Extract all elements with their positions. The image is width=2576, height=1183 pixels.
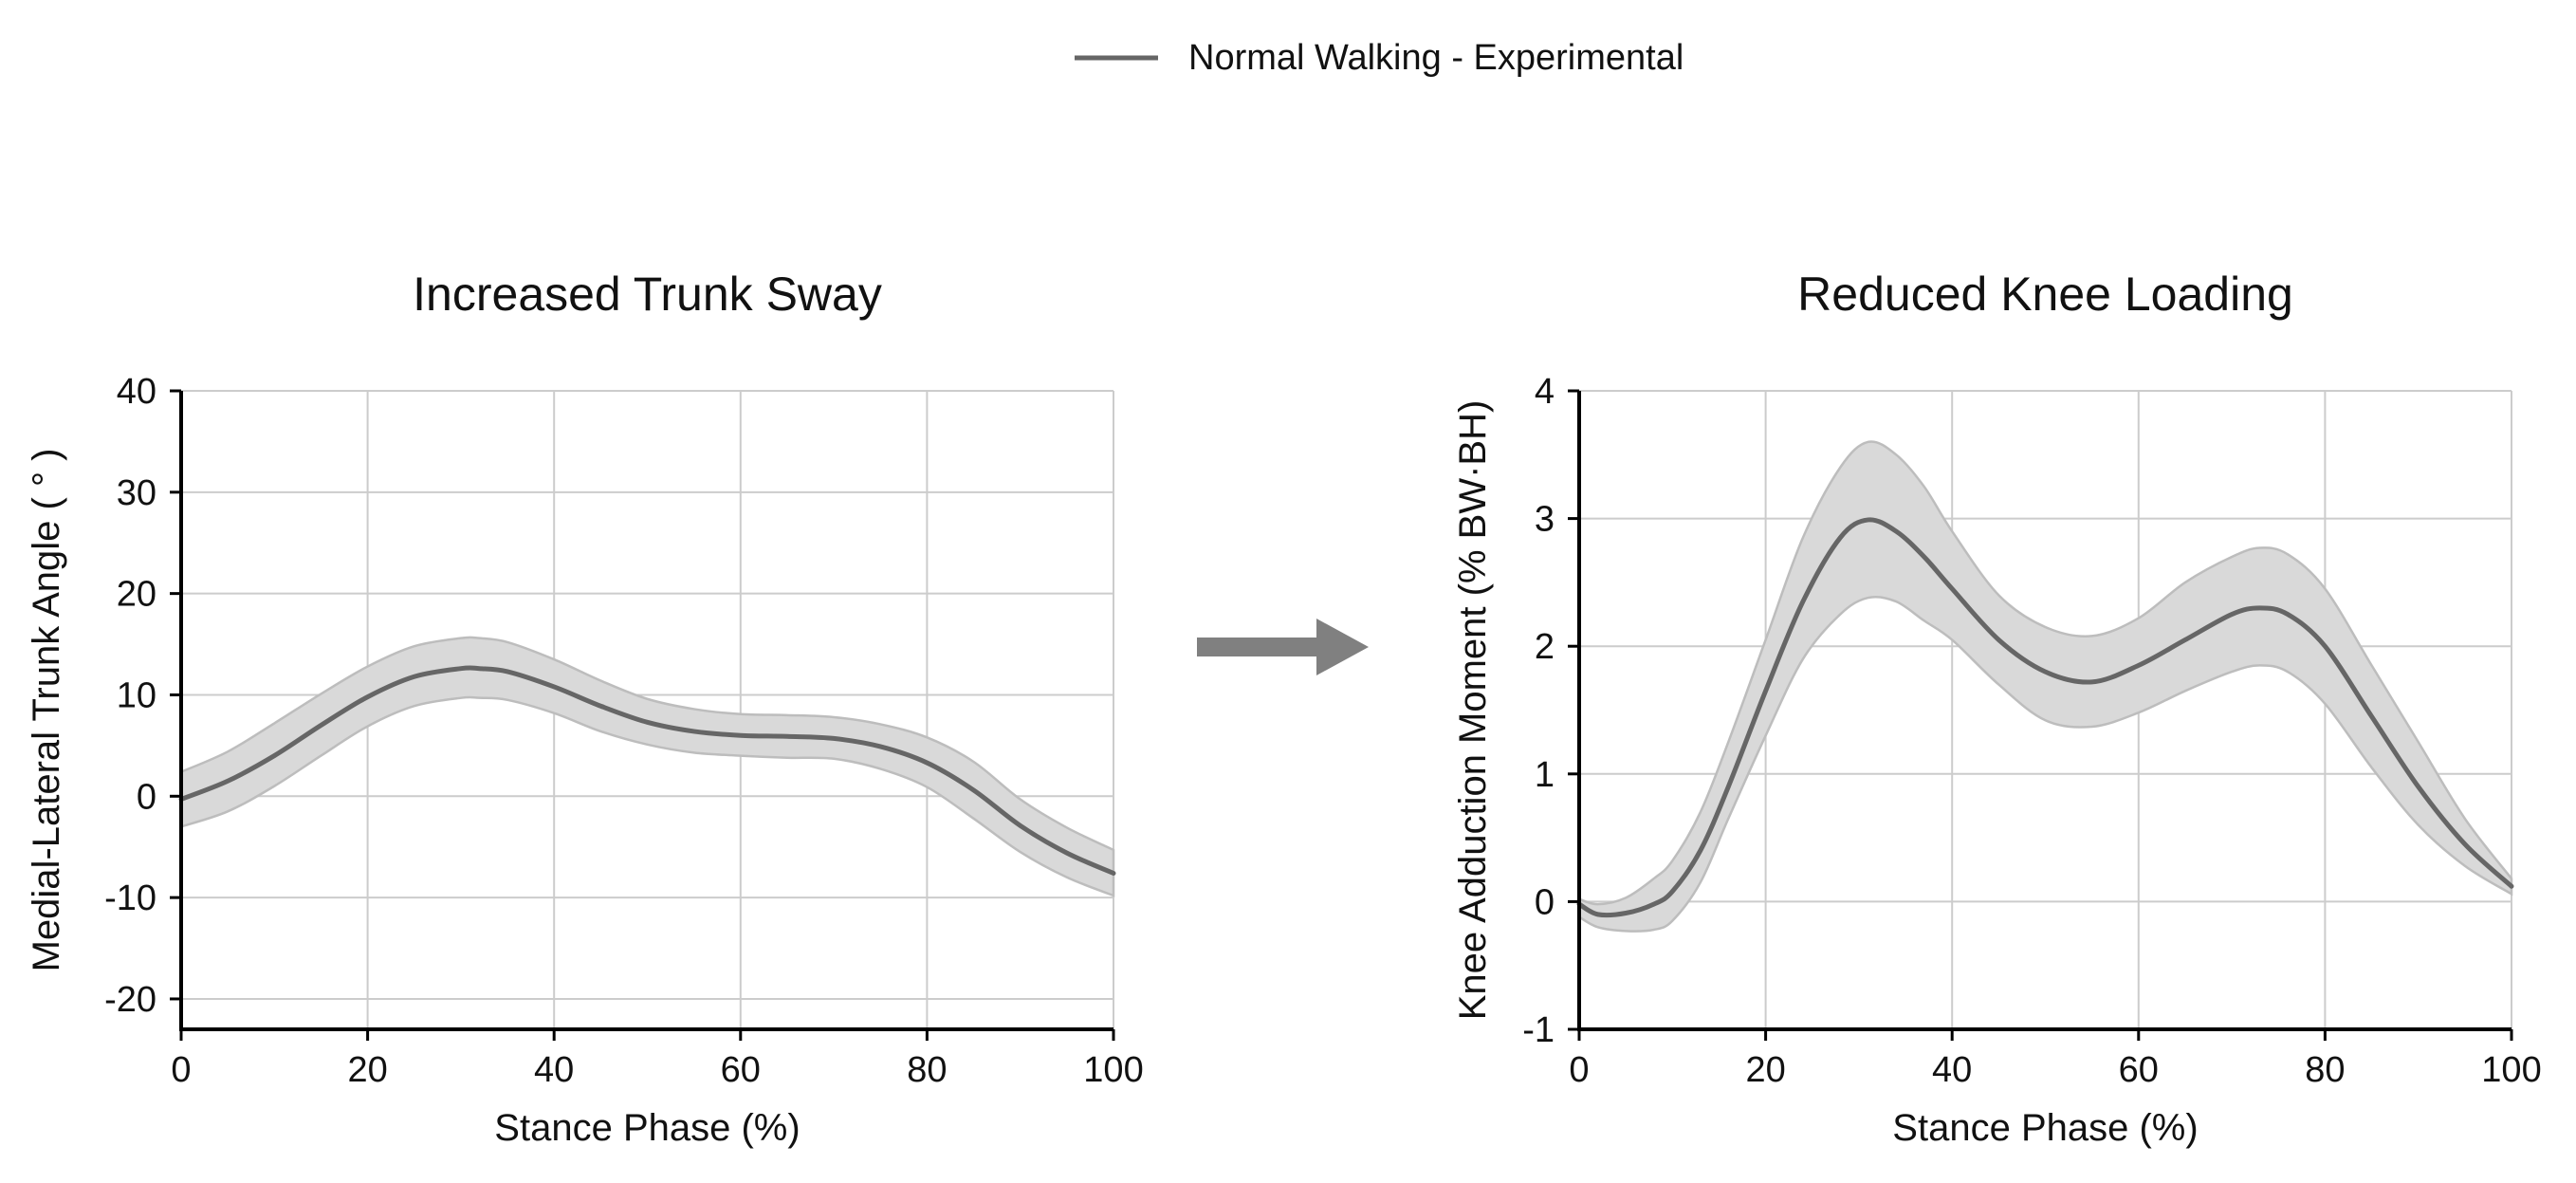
x-tick-label: 20 xyxy=(1745,1050,1785,1090)
arrow-head xyxy=(1316,619,1369,675)
chart-title: Reduced Knee Loading xyxy=(1797,268,2293,321)
x-tick-label: 0 xyxy=(171,1050,191,1090)
y-tick-label: 0 xyxy=(1535,882,1555,922)
x-tick-label: 0 xyxy=(1569,1050,1589,1090)
x-tick-label: 40 xyxy=(1932,1050,1972,1090)
y-tick-label: 4 xyxy=(1535,372,1555,412)
y-tick-label: 1 xyxy=(1535,755,1555,795)
x-tick-label: 60 xyxy=(721,1050,761,1090)
y-tick-label: 30 xyxy=(117,473,156,513)
y-axis-label: Medial-Lateral Trunk Angle ( ° ) xyxy=(26,449,67,972)
x-tick-label: 20 xyxy=(347,1050,387,1090)
y-tick-label: 20 xyxy=(117,575,156,615)
y-tick-label: 2 xyxy=(1535,627,1555,667)
y-tick-label: -20 xyxy=(104,980,156,1020)
x-tick-label: 80 xyxy=(907,1050,947,1090)
legend-label: Normal Walking - Experimental xyxy=(1188,38,1684,78)
series-line xyxy=(178,665,1116,876)
y-tick-label: -1 xyxy=(1522,1010,1555,1050)
y-tick-label: 40 xyxy=(117,372,156,412)
y-axis-label: Knee Adduction Moment (% BW·BH) xyxy=(1452,400,1494,1021)
x-tick-label: 100 xyxy=(2481,1050,2541,1090)
arrow-shaft xyxy=(1197,638,1318,656)
x-axis-label: Stance Phase (%) xyxy=(494,1107,800,1149)
x-tick-label: 60 xyxy=(2119,1050,2159,1090)
series-line xyxy=(1576,517,2514,918)
x-tick-label: 100 xyxy=(1083,1050,1143,1090)
confidence-band xyxy=(179,636,1115,897)
y-tick-label: 0 xyxy=(137,777,156,817)
trunk-angle-chart: Increased Trunk Sway 0 20 40 60 80 100 -20 -10 0 1… xyxy=(26,268,1144,1149)
confidence-band xyxy=(1577,440,2513,933)
y-tick-label: 3 xyxy=(1535,500,1555,540)
chart-title: Increased Trunk Sway xyxy=(413,268,882,321)
knee-moment-chart: Reduced Knee Loading 0 20 40 60 80 100 -1 0 1 2 3 4 S… xyxy=(1452,268,2542,1149)
legend: Normal Walking - Experimental xyxy=(1075,38,1684,78)
right-arrow-icon xyxy=(1197,619,1369,675)
y-tick-label: -10 xyxy=(104,878,156,918)
y-tick-label: 10 xyxy=(117,675,156,715)
x-tick-label: 80 xyxy=(2305,1050,2345,1090)
x-tick-label: 40 xyxy=(534,1050,574,1090)
x-axis-label: Stance Phase (%) xyxy=(1892,1107,2198,1149)
